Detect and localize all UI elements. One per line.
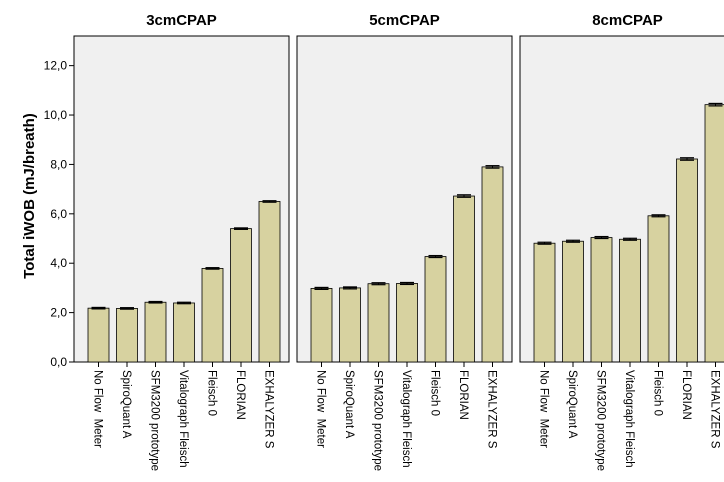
bar (704, 104, 724, 363)
y-tick-label: 8,0 (50, 157, 67, 171)
bar (116, 308, 138, 363)
y-axis-label: Total iWOB (mJ/breath) (21, 113, 38, 279)
x-tick-label: SFM3200 prototype (149, 370, 161, 471)
bar (310, 288, 333, 363)
chart-panels: 3cmCPAP No Flow Meter SpiroQuant A SFM3200 … (73, 12, 724, 471)
bar (676, 158, 698, 363)
panel-2: 5cmCPAP No Flow Meter SpiroQuant A SFM3200 … (296, 12, 513, 471)
x-tick-label: FLORIAN (680, 370, 692, 420)
x-tick-label: EXHALYZER S (709, 370, 721, 449)
x-tick-label: FLORIAN (234, 370, 246, 420)
bar (647, 215, 670, 363)
bar (424, 256, 447, 363)
bar (201, 267, 224, 363)
x-tick-label: EXHALYZER S (486, 370, 498, 449)
y-axis: 0,0 2,0 4,0 6,0 8,0 10,0 12,0 (44, 36, 75, 369)
y-tick-label: 2,0 (50, 306, 67, 320)
bar (339, 287, 361, 363)
x-tick-label: FLORIAN (457, 370, 469, 420)
bar (87, 307, 110, 363)
x-tick-label: SpiroQuant A (566, 370, 578, 439)
bar (396, 283, 418, 363)
x-tick-label: Vitalograph Fleisch (400, 370, 412, 468)
bar (590, 237, 613, 363)
bar (173, 302, 195, 363)
x-tick-label: SpiroQuant A (343, 370, 355, 439)
x-tick-label: SFM3200 prototype (595, 370, 607, 471)
bar (230, 228, 252, 363)
x-tick-label: No Flow Meter (315, 370, 327, 448)
x-tick-label: No Flow Meter (92, 370, 104, 448)
y-tick-label: 0,0 (50, 355, 67, 369)
x-tick-label: Fleisch 0 (429, 370, 441, 416)
x-tick-label: Fleisch 0 (652, 370, 664, 416)
y-tick-label: 12,0 (44, 59, 68, 73)
bar (481, 166, 504, 363)
x-tick-label: SpiroQuant A (120, 370, 132, 439)
panel-3: 8cmCPAP No Flow Meter SpiroQuant A SFM3200 … (519, 12, 724, 471)
panel-title: 3cmCPAP (146, 12, 217, 29)
x-tick-label: SFM3200 prototype (372, 370, 384, 471)
bar (619, 238, 641, 363)
bar (258, 201, 281, 363)
panel-1: 3cmCPAP No Flow Meter SpiroQuant A SFM3200 … (73, 12, 290, 471)
panel-title: 5cmCPAP (369, 12, 440, 29)
bar (533, 242, 556, 363)
bar (562, 240, 584, 363)
bar (144, 301, 167, 363)
bar (453, 195, 475, 363)
y-tick-label: 10,0 (44, 108, 68, 122)
x-tick-label: Vitalograph Fleisch (623, 370, 635, 468)
y-tick-label: 6,0 (50, 207, 67, 221)
y-tick-label: 4,0 (50, 256, 67, 270)
x-tick-label: Vitalograph Fleisch (177, 370, 189, 468)
x-tick-label: Fleisch 0 (206, 370, 218, 416)
x-tick-label: EXHALYZER S (263, 370, 275, 449)
panel-title: 8cmCPAP (592, 12, 663, 29)
x-tick-label: No Flow Meter (538, 370, 550, 448)
bar (367, 283, 390, 363)
